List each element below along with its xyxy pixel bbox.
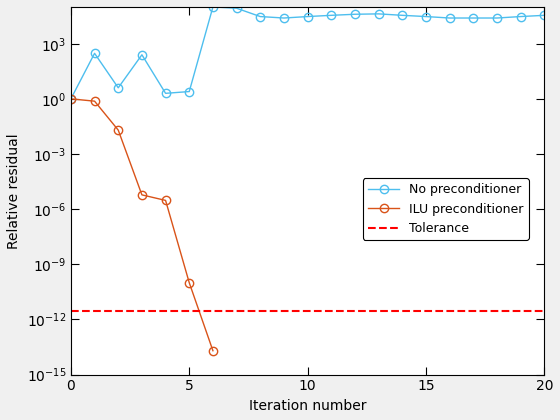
- No preconditioner: [281, 16, 287, 21]
- No preconditioner: [186, 89, 193, 94]
- No preconditioner: [541, 13, 548, 18]
- ILU preconditioner: [91, 99, 98, 104]
- No preconditioner: [115, 85, 122, 90]
- No preconditioner: [328, 13, 335, 18]
- Tolerance: [91, 308, 98, 313]
- No preconditioner: [399, 13, 405, 18]
- No preconditioner: [352, 12, 358, 17]
- No preconditioner: [517, 14, 524, 19]
- Y-axis label: Relative residual: Relative residual: [7, 133, 21, 249]
- ILU preconditioner: [115, 128, 122, 133]
- ILU preconditioner: [138, 192, 145, 197]
- No preconditioner: [138, 52, 145, 57]
- Line: No preconditioner: No preconditioner: [67, 3, 548, 103]
- Tolerance: [68, 308, 74, 313]
- ILU preconditioner: [162, 198, 169, 203]
- No preconditioner: [493, 16, 500, 21]
- Line: ILU preconditioner: ILU preconditioner: [67, 94, 217, 355]
- No preconditioner: [375, 11, 382, 16]
- ILU preconditioner: [186, 280, 193, 285]
- No preconditioner: [162, 91, 169, 96]
- No preconditioner: [470, 16, 477, 21]
- No preconditioner: [423, 14, 430, 19]
- No preconditioner: [257, 14, 264, 19]
- No preconditioner: [304, 14, 311, 19]
- No preconditioner: [233, 6, 240, 11]
- ILU preconditioner: [209, 348, 216, 353]
- No preconditioner: [68, 96, 74, 101]
- Legend: No preconditioner, ILU preconditioner, Tolerance: No preconditioner, ILU preconditioner, T…: [363, 178, 529, 240]
- ILU preconditioner: [68, 96, 74, 101]
- No preconditioner: [91, 51, 98, 56]
- X-axis label: Iteration number: Iteration number: [249, 399, 366, 413]
- No preconditioner: [209, 5, 216, 10]
- No preconditioner: [446, 16, 453, 21]
